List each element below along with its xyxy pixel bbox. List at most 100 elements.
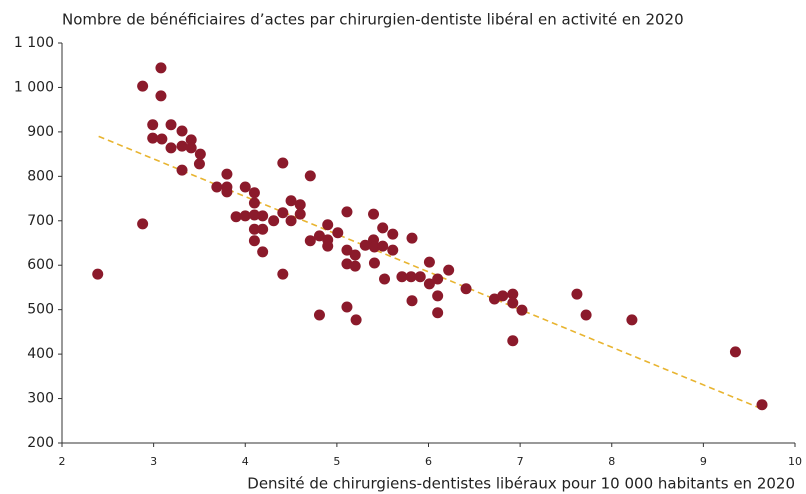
data-point — [368, 257, 380, 269]
data-point — [277, 268, 289, 280]
data-point — [257, 246, 269, 258]
trend-line — [98, 135, 759, 409]
data-point — [350, 314, 362, 326]
data-point — [248, 235, 260, 247]
data-point — [137, 80, 149, 92]
data-point — [285, 215, 297, 227]
data-point — [194, 148, 206, 160]
data-point — [313, 230, 325, 242]
y-tick-label: 300 — [27, 391, 54, 407]
data-point — [423, 256, 435, 268]
y-tick-label: 400 — [27, 346, 54, 362]
x-axis-label: Densité de chirurgiens-dentistes libérau… — [247, 475, 795, 493]
data-point — [349, 249, 361, 261]
y-tick-label: 800 — [27, 168, 54, 184]
data-point — [165, 119, 177, 131]
data-point — [580, 309, 592, 321]
data-point — [304, 235, 316, 247]
data-point — [285, 195, 297, 207]
data-point — [432, 290, 444, 302]
data-point — [377, 240, 389, 252]
data-point — [379, 273, 391, 285]
data-point — [193, 158, 205, 170]
data-point — [729, 346, 741, 358]
y-tick-label: 600 — [27, 257, 54, 273]
y-tick-label: 200 — [27, 435, 54, 451]
x-tick-label: 8 — [608, 455, 615, 468]
data-point — [221, 168, 233, 180]
data-point — [359, 239, 371, 251]
data-point — [230, 211, 242, 223]
data-point — [176, 140, 188, 152]
data-point — [516, 304, 528, 316]
data-point — [460, 283, 472, 295]
data-point — [155, 90, 167, 102]
data-point — [147, 119, 159, 131]
y-tick-label: 500 — [27, 302, 54, 318]
data-point — [248, 223, 260, 235]
x-tick-label: 3 — [150, 455, 157, 468]
data-point — [147, 132, 159, 144]
data-point — [257, 210, 269, 222]
data-point — [332, 227, 344, 239]
data-point — [406, 295, 418, 307]
data-point — [156, 133, 168, 145]
y-tick-label: 1 000 — [14, 79, 54, 95]
y-tick-label: 1 100 — [14, 35, 54, 51]
data-point — [488, 293, 500, 305]
data-point — [221, 186, 233, 198]
data-point — [185, 134, 197, 146]
x-tick-label: 10 — [788, 455, 802, 468]
data-point — [294, 208, 306, 220]
data-point — [349, 260, 361, 272]
data-point — [322, 219, 334, 231]
data-point — [432, 307, 444, 319]
data-point — [322, 240, 334, 252]
chart-title: Nombre de bénéficiaires d’actes par chir… — [62, 11, 684, 29]
data-point — [277, 157, 289, 169]
data-point — [507, 297, 519, 309]
data-point — [248, 187, 260, 199]
data-point — [368, 208, 380, 220]
x-tick-label: 6 — [425, 455, 432, 468]
data-point — [396, 271, 408, 283]
data-point — [313, 309, 325, 321]
data-point — [443, 264, 455, 276]
data-point — [406, 232, 418, 244]
data-point — [248, 197, 260, 209]
data-point — [92, 268, 104, 280]
data-point — [387, 228, 399, 240]
data-point — [155, 62, 167, 74]
data-point — [497, 290, 509, 302]
data-point — [248, 209, 260, 221]
data-point — [377, 222, 389, 234]
data-point — [257, 223, 269, 235]
data-point — [414, 271, 426, 283]
data-point — [341, 258, 353, 270]
data-point — [239, 210, 251, 222]
data-point — [507, 335, 519, 347]
data-point — [176, 164, 188, 176]
data-point — [277, 207, 289, 219]
data-point — [756, 399, 768, 411]
data-point — [176, 125, 188, 137]
data-point — [137, 218, 149, 230]
y-tick-label: 900 — [27, 124, 54, 140]
data-point — [626, 314, 638, 326]
data-point — [341, 301, 353, 313]
data-point — [341, 206, 353, 218]
data-point — [368, 241, 380, 253]
data-point — [341, 244, 353, 256]
data-point — [268, 215, 280, 227]
data-point — [387, 244, 399, 256]
y-tick-label: 700 — [27, 213, 54, 229]
data-point — [405, 271, 417, 283]
data-point — [507, 288, 519, 300]
x-tick-label: 4 — [242, 455, 249, 468]
data-point — [185, 142, 197, 154]
data-point — [432, 273, 444, 285]
x-tick-label: 9 — [700, 455, 707, 468]
x-tick-label: 7 — [517, 455, 524, 468]
x-tick-label: 5 — [333, 455, 340, 468]
